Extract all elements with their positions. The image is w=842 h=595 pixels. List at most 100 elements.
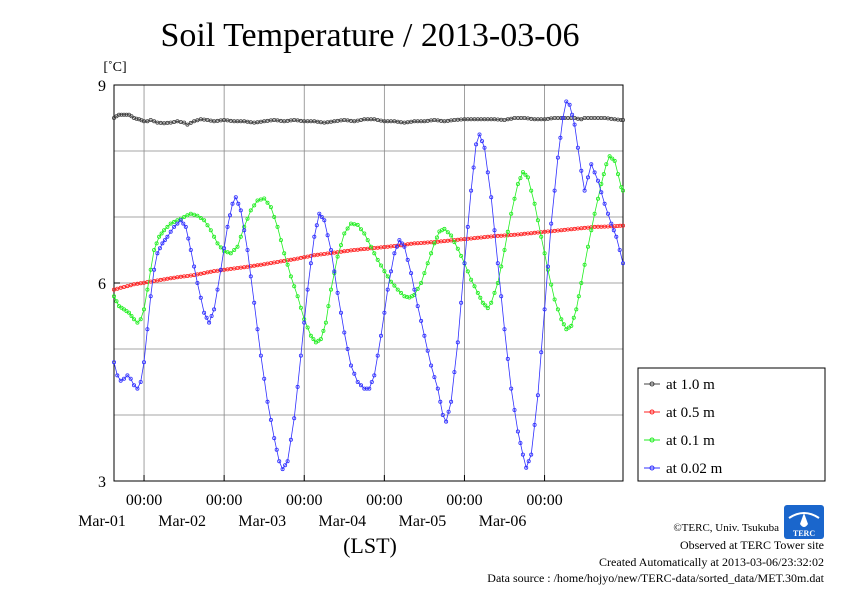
copyright-text: ©TERC, Univ. Tsukuba xyxy=(673,522,779,534)
data-point xyxy=(209,313,214,318)
data-point xyxy=(162,238,167,243)
legend-entry-label: at 0.02 m xyxy=(666,461,723,477)
data-point xyxy=(495,261,500,266)
data-point xyxy=(298,305,303,310)
data-point xyxy=(321,328,326,333)
data-point xyxy=(452,240,457,245)
data-point xyxy=(338,310,343,315)
data-point xyxy=(535,218,540,223)
data-point xyxy=(277,459,282,464)
created-timestamp-text: Created Automatically at 2013-03-06/23:3… xyxy=(599,555,824,569)
data-point xyxy=(392,283,397,288)
data-point xyxy=(502,247,507,252)
data-point xyxy=(212,234,217,239)
data-point xyxy=(225,224,230,229)
data-point xyxy=(157,234,162,239)
data-point xyxy=(355,379,360,384)
data-point xyxy=(429,251,434,256)
data-point xyxy=(322,218,327,223)
data-point xyxy=(178,218,183,223)
data-point xyxy=(579,280,584,285)
data-point xyxy=(555,155,560,160)
data-point xyxy=(328,247,333,252)
data-point xyxy=(612,158,617,163)
data-point xyxy=(135,320,140,325)
data-point xyxy=(612,224,617,229)
data-point xyxy=(388,269,393,274)
logo-text: TERC xyxy=(793,529,815,538)
data-point xyxy=(402,294,407,299)
data-point xyxy=(274,447,279,452)
data-point xyxy=(317,211,322,216)
data-point xyxy=(555,307,560,312)
x-tick-time-label: 00:00 xyxy=(286,492,322,509)
data-point xyxy=(449,399,454,404)
data-point xyxy=(319,214,324,219)
data-point xyxy=(475,290,480,295)
data-point xyxy=(295,294,300,299)
data-point xyxy=(302,320,307,325)
data-point xyxy=(419,280,424,285)
data-point xyxy=(529,452,534,457)
data-point xyxy=(127,310,132,315)
data-point xyxy=(335,290,340,295)
data-point xyxy=(112,294,117,299)
data-point xyxy=(326,304,331,309)
data-point xyxy=(621,261,626,266)
data-point xyxy=(569,323,574,328)
data-point xyxy=(515,181,520,186)
data-point xyxy=(599,181,604,186)
data-point xyxy=(168,229,173,234)
data-point xyxy=(579,168,584,173)
data-point xyxy=(532,422,537,427)
data-point xyxy=(255,327,260,332)
data-point xyxy=(141,307,146,312)
data-point xyxy=(145,119,150,124)
data-point xyxy=(183,224,188,229)
data-point xyxy=(434,235,439,240)
data-point xyxy=(480,300,485,305)
data-point xyxy=(355,222,360,227)
data-point xyxy=(432,241,437,246)
data-point xyxy=(505,356,510,361)
data-point xyxy=(345,346,350,351)
data-point xyxy=(509,211,514,216)
data-point xyxy=(208,228,213,233)
data-point xyxy=(238,234,243,239)
legend-entry-label: at 1.0 m xyxy=(666,377,715,393)
data-point xyxy=(412,292,417,297)
data-point xyxy=(192,264,197,269)
data-point xyxy=(599,190,604,195)
legend-entry-label: at 0.5 m xyxy=(666,405,715,421)
data-point xyxy=(561,322,566,327)
data-point xyxy=(159,231,164,236)
data-point xyxy=(442,226,447,231)
data-point xyxy=(572,122,577,127)
data-point xyxy=(438,399,443,404)
data-point xyxy=(549,221,554,226)
data-point xyxy=(485,170,490,175)
data-point xyxy=(602,201,607,206)
data-point xyxy=(262,376,267,381)
data-point xyxy=(552,297,557,302)
data-point xyxy=(308,333,313,338)
data-point xyxy=(492,228,497,233)
data-point xyxy=(523,172,528,177)
data-point xyxy=(188,120,193,125)
data-point xyxy=(305,325,310,330)
data-point xyxy=(362,386,367,391)
data-point xyxy=(545,264,550,269)
data-point xyxy=(314,223,319,228)
data-point xyxy=(512,407,517,412)
data-point xyxy=(135,386,140,391)
data-point xyxy=(459,300,464,305)
data-point xyxy=(338,243,343,248)
data-point xyxy=(429,363,434,368)
data-point xyxy=(499,264,504,269)
data-point xyxy=(181,221,186,226)
data-point xyxy=(589,228,594,233)
data-point xyxy=(342,330,347,335)
data-point xyxy=(280,467,285,472)
data-point xyxy=(567,102,572,107)
data-point xyxy=(195,280,200,285)
